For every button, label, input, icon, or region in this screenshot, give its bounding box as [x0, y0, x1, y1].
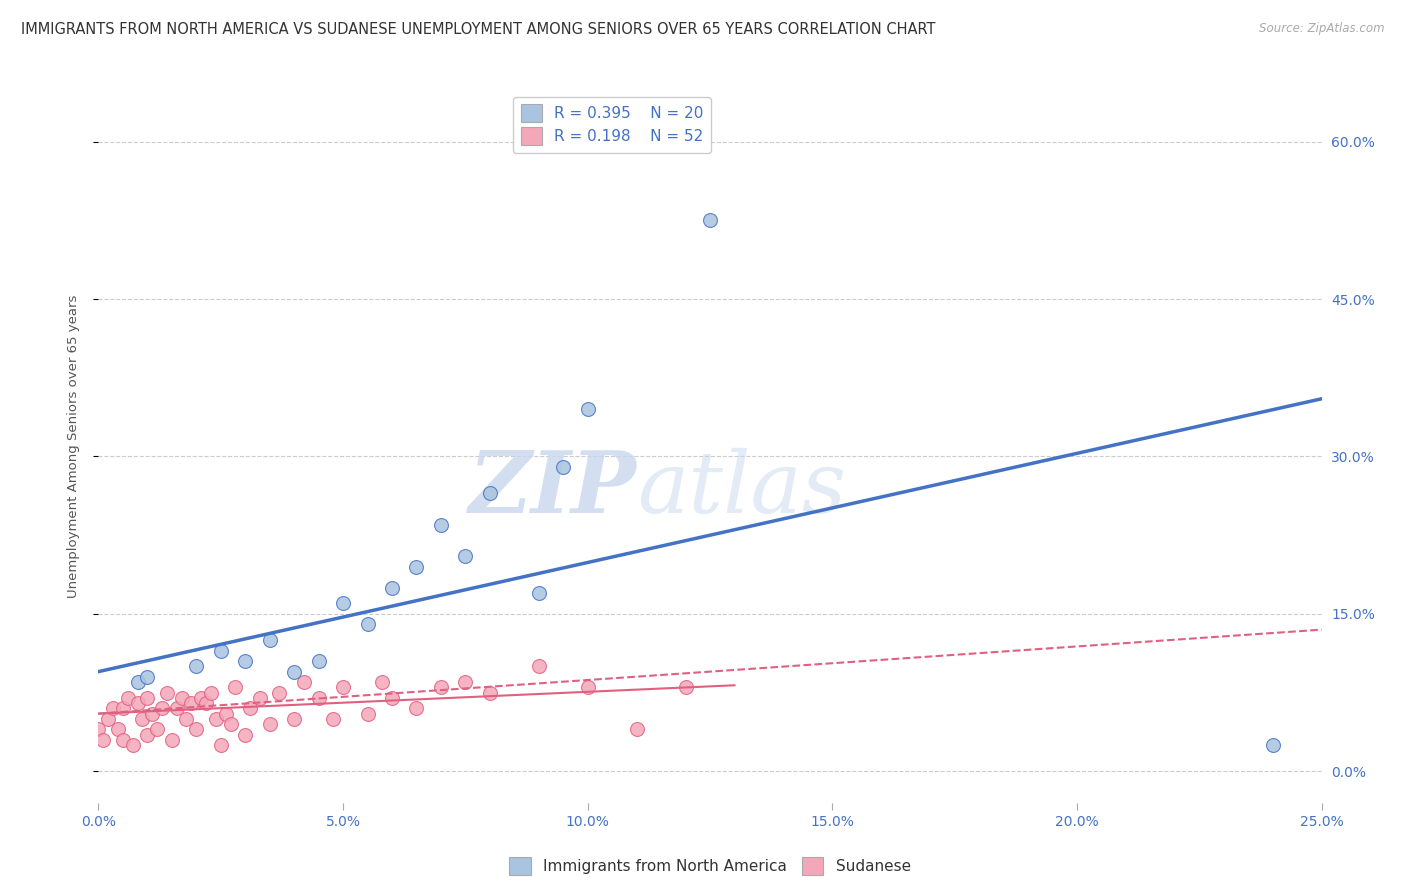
Point [269, 685, 291, 699]
Legend: Immigrants from North America, Sudanese: Immigrants from North America, Sudanese [503, 851, 917, 880]
Point [87, 723, 110, 737]
Point [176, 712, 198, 726]
Point [405, 559, 427, 574]
Point [381, 690, 404, 705]
Point [150, 701, 173, 715]
Point [224, 681, 246, 695]
Point [97, 712, 120, 726]
Point [356, 617, 378, 632]
Point [127, 675, 149, 690]
Y-axis label: Unemployment Among Seniors over 65 years: Unemployment Among Seniors over 65 years [67, 294, 80, 598]
Point [478, 685, 501, 699]
Text: atlas: atlas [637, 448, 846, 530]
Point [626, 723, 648, 737]
Point [136, 670, 159, 684]
Text: Source: ZipAtlas.com: Source: ZipAtlas.com [1260, 22, 1385, 36]
Point [239, 701, 262, 715]
Point [160, 732, 183, 747]
Point [308, 690, 330, 705]
Point [186, 723, 208, 737]
Point [233, 654, 256, 668]
Point [219, 717, 242, 731]
Point [430, 517, 453, 532]
Point [233, 728, 256, 742]
Point [259, 717, 281, 731]
Point [101, 701, 124, 715]
Point [141, 706, 163, 721]
Point [117, 690, 139, 705]
Point [249, 690, 271, 705]
Point [111, 732, 134, 747]
Point [190, 690, 212, 705]
Point [430, 681, 453, 695]
Point [259, 633, 281, 648]
Point [131, 712, 153, 726]
Point [136, 728, 159, 742]
Point [156, 685, 179, 699]
Point [180, 696, 202, 710]
Point [127, 696, 149, 710]
Point [107, 723, 129, 737]
Point [454, 675, 477, 690]
Point [111, 701, 134, 715]
Point [292, 675, 315, 690]
Point [170, 690, 193, 705]
Point [371, 675, 394, 690]
Point [478, 486, 501, 500]
Point [166, 701, 188, 715]
Point [405, 701, 427, 715]
Point [308, 654, 330, 668]
Text: IMMIGRANTS FROM NORTH AMERICA VS SUDANESE UNEMPLOYMENT AMONG SENIORS OVER 65 YEA: IMMIGRANTS FROM NORTH AMERICA VS SUDANES… [21, 22, 935, 37]
Point [322, 712, 344, 726]
Point [576, 681, 599, 695]
Point [209, 738, 232, 752]
Point [332, 681, 354, 695]
Point [454, 549, 477, 564]
Point [209, 643, 232, 657]
Point [553, 460, 575, 475]
Point [699, 213, 721, 227]
Point [1261, 738, 1284, 752]
Point [121, 738, 143, 752]
Text: ZIP: ZIP [468, 447, 637, 531]
Point [381, 581, 404, 595]
Point [283, 665, 305, 679]
Point [186, 659, 208, 673]
Point [283, 712, 305, 726]
Point [675, 681, 697, 695]
Point [332, 596, 354, 610]
Point [576, 402, 599, 417]
Point [146, 723, 169, 737]
Point [527, 659, 550, 673]
Point [200, 685, 222, 699]
Point [356, 706, 378, 721]
Point [195, 696, 218, 710]
Point [205, 712, 228, 726]
Point [91, 732, 114, 747]
Point [136, 690, 159, 705]
Point [214, 706, 236, 721]
Point [527, 586, 550, 600]
